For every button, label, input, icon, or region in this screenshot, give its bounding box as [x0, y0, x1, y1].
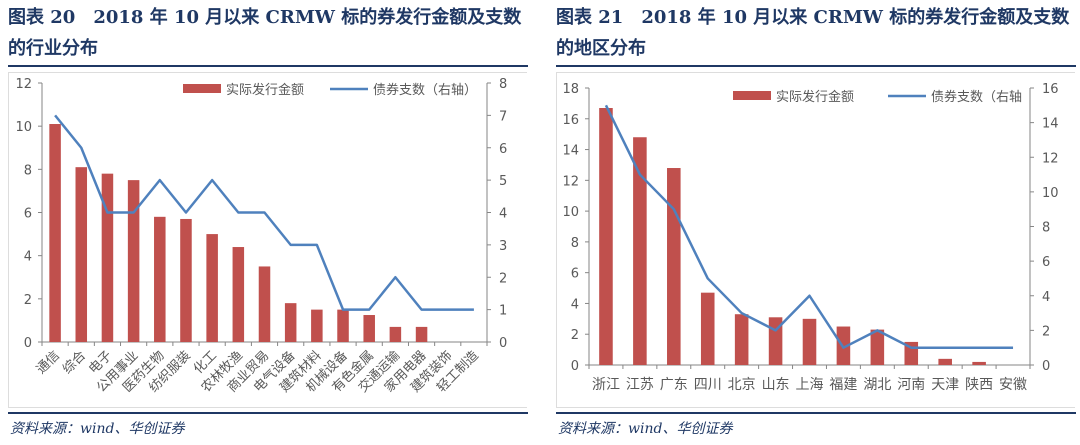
y-tick-label: 8 — [571, 236, 579, 251]
x-tick-label: 上海 — [796, 377, 824, 393]
count-line — [54, 114, 474, 311]
y-tick-label: 4 — [24, 250, 32, 265]
x-tick-label: 四川 — [694, 377, 722, 393]
bar-公用事业 — [127, 180, 140, 342]
y2-tick-label: 14 — [1042, 117, 1059, 132]
y2-tick-label: 0 — [1042, 359, 1050, 374]
bar-湖北 — [870, 329, 885, 365]
source-divider — [556, 412, 1076, 414]
y-tick-label: 10 — [15, 120, 32, 135]
y2-tick-label: 10 — [1042, 186, 1059, 201]
bar-农林牧渔 — [232, 247, 245, 342]
bar-交通运输 — [389, 326, 402, 342]
y-tick-label: 10 — [562, 205, 579, 220]
y2-tick-label: 0 — [499, 336, 507, 351]
y-tick-label: 6 — [571, 267, 579, 282]
region-chart: 0 2 4 6 8 10 12 14 16 18 0 2 4 6 8 10 12 14 16 浙江 江苏 广东 四川 北京 山东… — [562, 82, 1059, 393]
title-divider — [556, 65, 1076, 67]
bar-建筑材料 — [311, 309, 323, 342]
legend-line-label: 债券支数（右轴） — [373, 82, 477, 98]
source-note: 资料来源：wind、华创证券 — [10, 421, 185, 437]
bar-上海 — [802, 318, 817, 365]
bar-机械设备 — [337, 309, 349, 342]
y2-tick-label: 12 — [1042, 151, 1059, 166]
bar-北京 — [734, 314, 749, 365]
source-note: 资料来源：wind、华创证券 — [558, 421, 733, 437]
y-tick-label: 18 — [562, 82, 579, 97]
y2-tick-label: 4 — [1042, 290, 1050, 305]
y-tick-label: 12 — [15, 77, 32, 92]
y-tick-label: 2 — [24, 293, 32, 308]
bar-医药生物 — [154, 216, 166, 342]
legend-line-label: 债券支数（右轴 — [931, 89, 1022, 105]
x-tick-label: 广东 — [660, 377, 688, 393]
y2-tick-label: 2 — [499, 271, 507, 286]
x-tick-label: 陕西 — [965, 377, 993, 393]
y2-tick-label: 8 — [1042, 221, 1050, 236]
y2-tick-label: 3 — [499, 239, 507, 254]
y2-tick-label: 6 — [499, 142, 507, 157]
y2-tick-label: 5 — [499, 174, 507, 189]
x-tick-label: 湖北 — [863, 377, 891, 393]
bar-综合 — [75, 167, 88, 342]
x-tick-label: 山东 — [762, 377, 790, 393]
industry-chart: 024681012012345678通信综合电子公用事业医药生物纺织服装化工农林… — [15, 77, 507, 396]
y-tick-label: 6 — [24, 207, 32, 222]
y2-tick-label: 4 — [499, 207, 507, 222]
bar-家用电器 — [415, 326, 428, 342]
bar-商业贸易 — [258, 266, 271, 342]
y-tick-label: 16 — [562, 113, 579, 128]
chart-panel-industry: 图表 20 2018 年 10 月以来 CRMW 标的券发行金额及支数的行业分布… — [0, 0, 530, 445]
legend-bar-swatch — [733, 91, 771, 100]
y2-tick-label: 8 — [499, 77, 507, 92]
legend-bar-label: 实际发行金额 — [226, 82, 304, 98]
y2-tick-label: 1 — [499, 304, 507, 319]
chart-panel-region: 图表 21 2018 年 10 月以来 CRMW 标的券发行金额及支数的地区分布… — [548, 0, 1078, 445]
y-tick-label: 0 — [24, 336, 32, 351]
x-tick-label: 安徽 — [999, 377, 1027, 393]
chart-frame — [8, 72, 527, 408]
bar-通信 — [49, 124, 61, 342]
x-tick-label: 河南 — [897, 377, 925, 393]
bar-化工 — [206, 234, 218, 342]
bar-电气设备 — [284, 303, 297, 342]
bar-天津 — [938, 358, 952, 365]
x-tick-label: 北京 — [728, 377, 756, 393]
x-tick-label: 通信 — [34, 348, 63, 377]
y-tick-label: 0 — [571, 359, 579, 374]
bar-江苏 — [633, 137, 647, 365]
y-tick-label: 2 — [571, 328, 579, 343]
bar-陕西 — [972, 361, 986, 365]
y2-tick-label: 6 — [1042, 255, 1050, 270]
chart-frame — [556, 72, 1075, 408]
bar-纺织服装 — [180, 218, 192, 342]
x-tick-label: 江苏 — [626, 377, 654, 393]
y2-tick-label: 2 — [1042, 324, 1050, 339]
y-tick-label: 14 — [562, 144, 579, 159]
bar-电子 — [101, 173, 114, 342]
x-tick-label: 天津 — [931, 377, 959, 393]
y2-tick-label: 7 — [499, 109, 507, 124]
y-tick-label: 8 — [24, 163, 32, 178]
y-tick-label: 12 — [562, 174, 579, 189]
bar-四川 — [700, 292, 715, 365]
x-tick-label: 浙江 — [592, 377, 620, 393]
x-tick-label: 福建 — [829, 377, 857, 393]
legend-bar-label: 实际发行金额 — [776, 89, 854, 105]
source-divider — [8, 412, 528, 414]
title-divider — [8, 65, 528, 67]
legend-bar-swatch — [183, 84, 221, 93]
y-tick-label: 4 — [571, 297, 579, 312]
chart-title: 图表 21 2018 年 10 月以来 CRMW 标的券发行金额及支数的地区分布 — [556, 7, 1070, 59]
bar-广东 — [667, 168, 681, 365]
bar-有色金属 — [363, 315, 375, 342]
bar-浙江 — [599, 108, 613, 365]
count-line — [604, 104, 1014, 349]
chart-title: 图表 20 2018 年 10 月以来 CRMW 标的券发行金额及支数的行业分布 — [8, 7, 522, 59]
y2-tick-label: 16 — [1042, 82, 1059, 97]
x-tick-label: 综合 — [60, 348, 89, 377]
